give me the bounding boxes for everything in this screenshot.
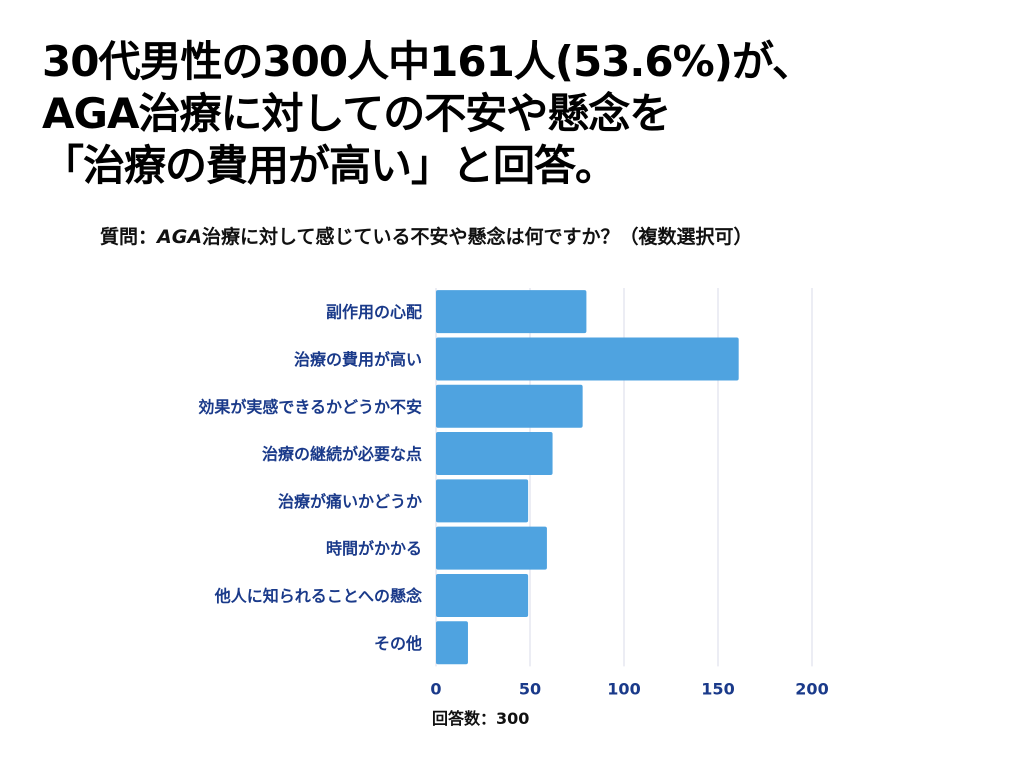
bar [436, 621, 468, 665]
bars [436, 290, 739, 665]
category-label: 治療が痛いかどうか [278, 492, 422, 511]
bar [436, 573, 529, 617]
bar [436, 384, 583, 428]
headline-line-2: AGA治療に対しての不安や懸念を [42, 89, 671, 138]
bar [436, 432, 553, 476]
bar [436, 526, 547, 570]
category-labels: 副作用の心配治療の費用が高い効果が実感できるかどうか不安治療の継続が必要な点治療… [198, 303, 423, 653]
headline-line-1: 30代男性の300人中161人(53.6%)が、 [42, 37, 814, 86]
question-prefix: 質問： [100, 226, 158, 248]
headline: 30代男性の300人中161人(53.6%)が、 AGA治療に対しての不安や懸念… [42, 36, 1002, 192]
x-axis-ticks: 0 50 100 150 200 [430, 679, 828, 698]
x-tick-label: 150 [701, 679, 734, 698]
category-label: 治療の費用が高い [294, 350, 422, 369]
category-label: 治療の継続が必要な点 [262, 445, 422, 464]
question-text: 治療に対して感じている不安や懸念は何ですか？（複数選択可） [202, 226, 753, 248]
question-abbr: AGA [157, 226, 203, 248]
category-label: 他人に知られることへの懸念 [214, 586, 423, 605]
bar [436, 479, 529, 523]
bar [436, 337, 739, 381]
category-label: 効果が実感できるかどうか不安 [198, 397, 422, 416]
x-tick-label: 0 [430, 679, 441, 698]
bar [436, 290, 587, 334]
x-axis-label: 回答数：300 [432, 709, 530, 728]
category-label: 副作用の心配 [326, 303, 422, 322]
x-tick-label: 200 [795, 679, 828, 698]
x-tick-label: 100 [607, 679, 640, 698]
x-tick-label: 50 [519, 679, 541, 698]
survey-question: 質問：AGA治療に対して感じている不安や懸念は何ですか？（複数選択可） [100, 222, 752, 249]
category-label: 時間がかかる [326, 539, 422, 558]
category-label: その他 [374, 634, 422, 653]
headline-line-3: 「治療の費用が高い」と回答。 [42, 141, 617, 190]
